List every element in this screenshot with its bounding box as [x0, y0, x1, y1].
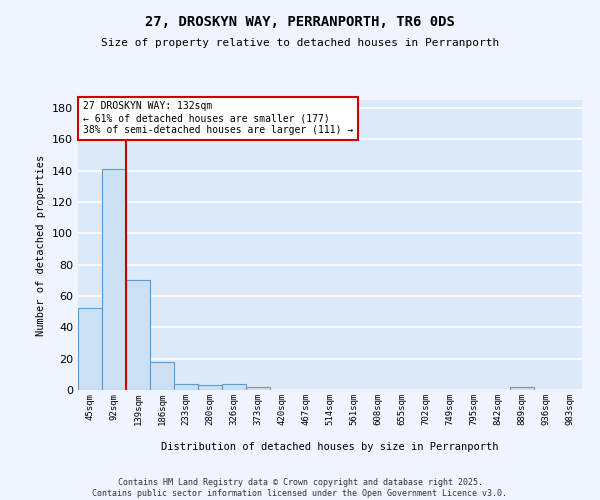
Y-axis label: Number of detached properties: Number of detached properties	[37, 154, 46, 336]
Bar	[174, 384, 198, 390]
Text: Contains HM Land Registry data © Crown copyright and database right 2025.
Contai: Contains HM Land Registry data © Crown c…	[92, 478, 508, 498]
Bar	[126, 280, 150, 390]
Bar	[102, 169, 126, 390]
Bar	[246, 387, 270, 390]
Text: Distribution of detached houses by size in Perranporth: Distribution of detached houses by size …	[161, 442, 499, 452]
Bar	[78, 308, 102, 390]
Text: 27 DROSKYN WAY: 132sqm
← 61% of detached houses are smaller (177)
38% of semi-de: 27 DROSKYN WAY: 132sqm ← 61% of detached…	[83, 102, 353, 134]
Text: Size of property relative to detached houses in Perranporth: Size of property relative to detached ho…	[101, 38, 499, 48]
Bar	[222, 384, 246, 390]
Text: 27, DROSKYN WAY, PERRANPORTH, TR6 0DS: 27, DROSKYN WAY, PERRANPORTH, TR6 0DS	[145, 15, 455, 29]
Bar	[198, 386, 222, 390]
Bar	[150, 362, 174, 390]
Bar	[510, 387, 534, 390]
